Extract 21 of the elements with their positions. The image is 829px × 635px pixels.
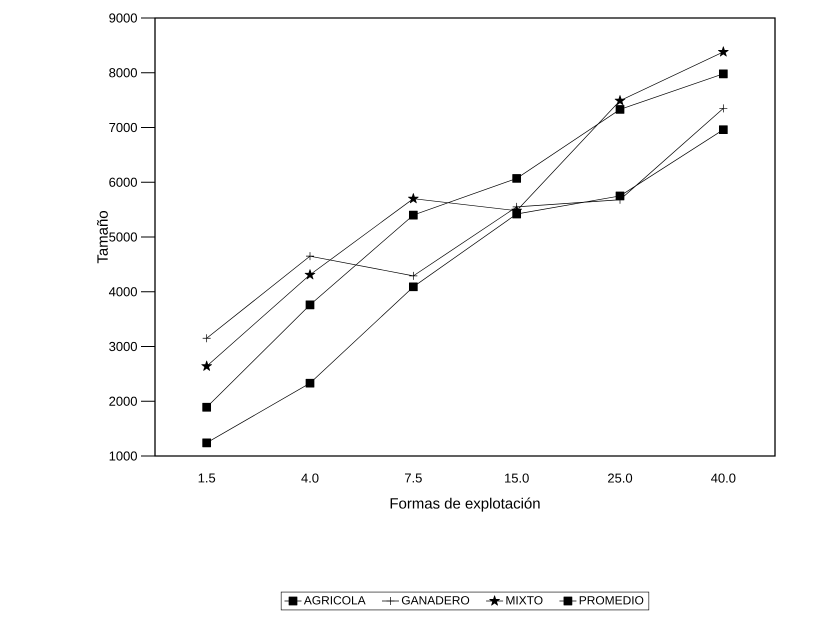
x-axis-title: Formas de explotación xyxy=(390,498,540,512)
y-tick-label: 8000 xyxy=(109,68,137,78)
y-axis-title: Tamaño xyxy=(96,211,108,264)
y-tick-label: 4000 xyxy=(108,287,137,296)
x-tick-label: 7.5 xyxy=(405,474,422,483)
legend-label: GANADERO xyxy=(402,596,470,605)
y-tick-label: 3000 xyxy=(109,342,137,352)
y-tick-label: 2000 xyxy=(109,396,137,406)
y-tick-label: 1000 xyxy=(110,451,137,461)
x-tick-label: 25.0 xyxy=(608,474,632,483)
y-tick-label: 5000 xyxy=(109,232,137,242)
legend-label: PROMEDIO xyxy=(580,596,644,605)
legend-label: MIXTO xyxy=(506,596,542,605)
x-tick-label: 15.0 xyxy=(505,474,529,483)
x-tick-label: 40.0 xyxy=(711,474,736,483)
legend-label: AGRICOLA xyxy=(304,596,366,605)
y-tick-label: 9000 xyxy=(109,13,137,23)
y-tick-label: 6000 xyxy=(109,178,137,187)
y-tick-label: 7000 xyxy=(109,122,137,132)
x-tick-label: 4.0 xyxy=(301,474,319,483)
x-tick-label: 1.5 xyxy=(198,474,216,483)
